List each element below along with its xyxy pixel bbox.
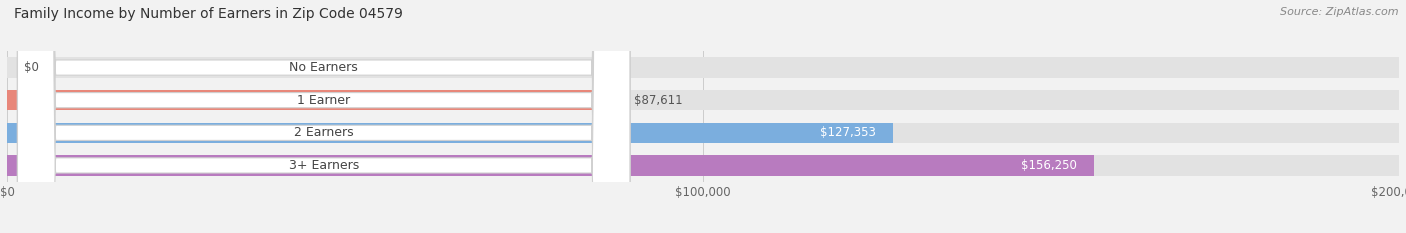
Text: $0: $0	[24, 61, 39, 74]
FancyBboxPatch shape	[17, 0, 630, 233]
Text: 3+ Earners: 3+ Earners	[288, 159, 359, 172]
FancyBboxPatch shape	[17, 0, 630, 233]
Bar	[7, 90, 1399, 110]
Text: $156,250: $156,250	[1021, 159, 1077, 172]
Bar	[7, 58, 1399, 78]
Text: 1 Earner: 1 Earner	[297, 94, 350, 107]
Text: $87,611: $87,611	[634, 94, 683, 107]
Bar	[7, 155, 1399, 175]
Text: $127,353: $127,353	[820, 126, 876, 139]
Bar	[7, 123, 1399, 143]
Text: Family Income by Number of Earners in Zip Code 04579: Family Income by Number of Earners in Zi…	[14, 7, 404, 21]
Bar	[7, 90, 617, 110]
Text: Source: ZipAtlas.com: Source: ZipAtlas.com	[1281, 7, 1399, 17]
Bar	[7, 155, 1094, 175]
FancyBboxPatch shape	[17, 0, 630, 233]
Text: 2 Earners: 2 Earners	[294, 126, 353, 139]
Bar	[7, 123, 893, 143]
Text: No Earners: No Earners	[290, 61, 359, 74]
FancyBboxPatch shape	[17, 0, 630, 233]
